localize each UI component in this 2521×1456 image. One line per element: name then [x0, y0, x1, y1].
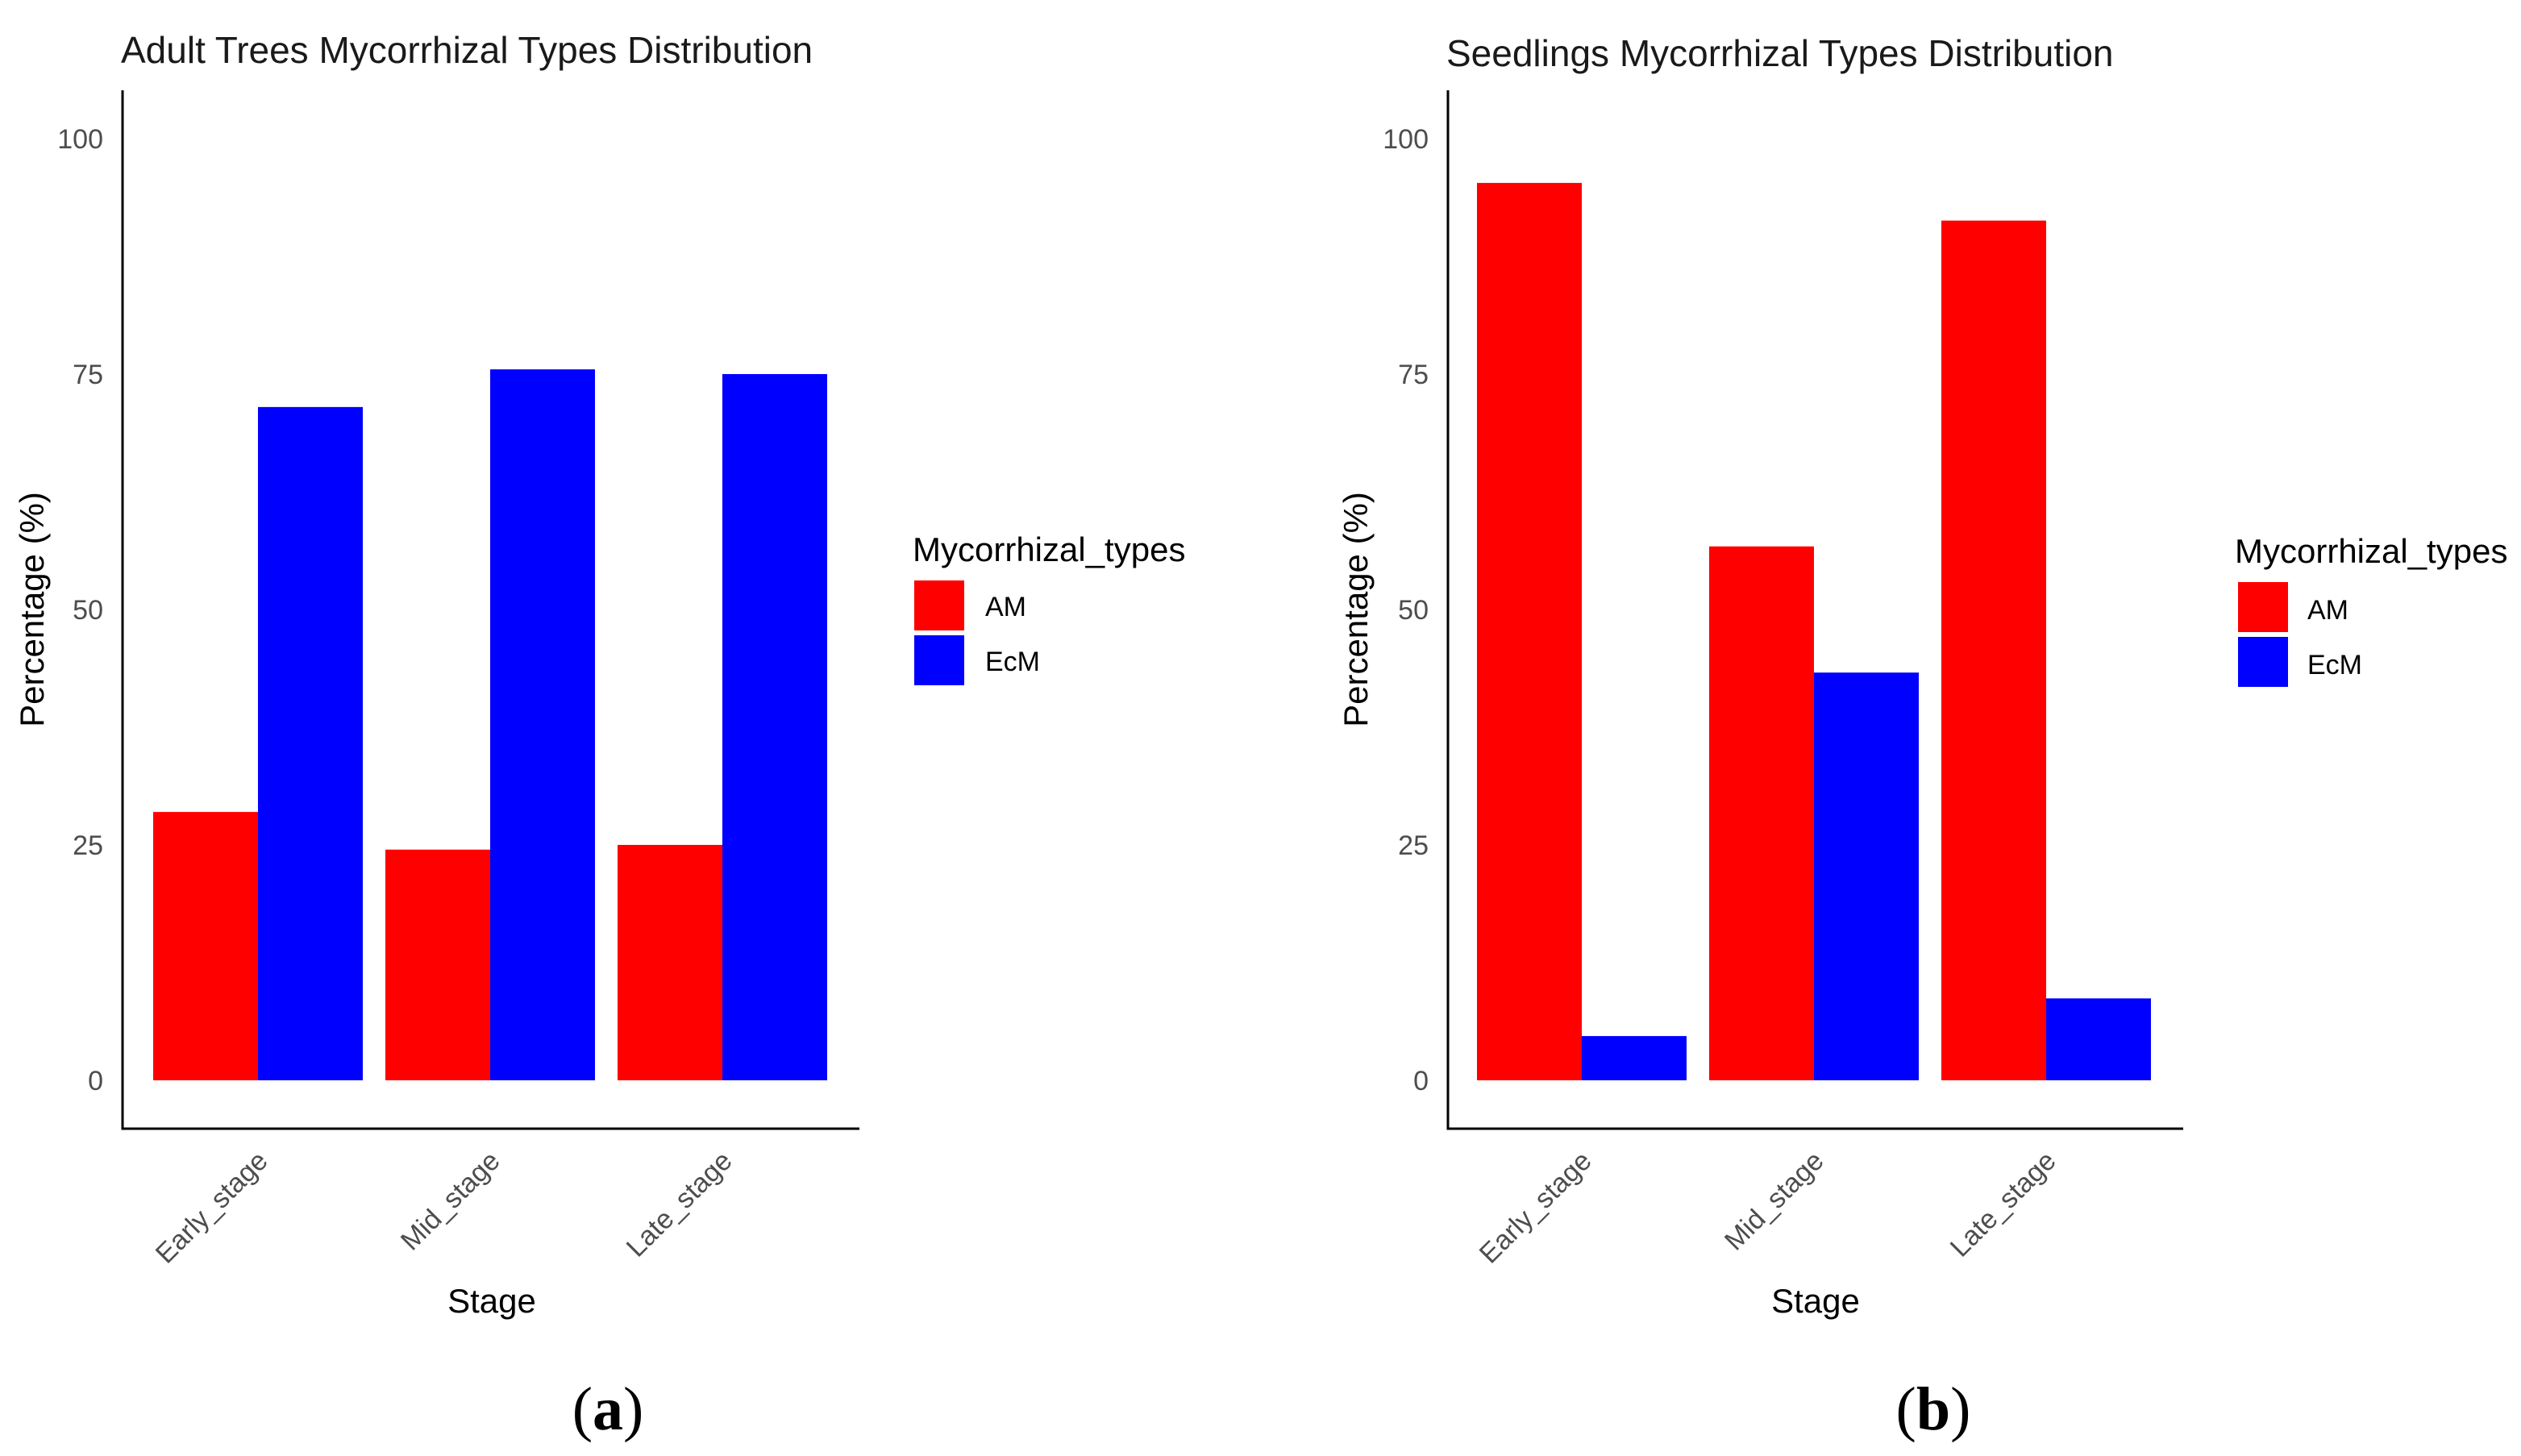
chart-seedlings: Seedlings Mycorrhizal Types Distribution…: [1337, 32, 2507, 1443]
x-axis-title: Stage: [1771, 1282, 1860, 1320]
x-tick-label: Early_stage: [1474, 1146, 1598, 1270]
y-tick-label: 100: [57, 124, 103, 155]
bar-am-mid-stage: [1709, 546, 1814, 1080]
panel-label-letter: b: [1916, 1375, 1950, 1443]
x-tick-labels: Early_stage Mid_stage Late_stage: [150, 1146, 738, 1270]
panel-label: (b): [1896, 1375, 1971, 1443]
legend-swatch-ecm: [914, 635, 964, 685]
bar-ecm-late-stage: [722, 374, 827, 1080]
y-axis-title: Percentage (%): [1337, 492, 1375, 727]
chart-title: Seedlings Mycorrhizal Types Distribution: [1446, 32, 2114, 74]
x-tick-labels: Early_stage Mid_stage Late_stage: [1474, 1146, 2062, 1270]
chart-adult-trees: Adult Trees Mycorrhizal Types Distributi…: [13, 29, 1185, 1443]
bar-am-late-stage: [1941, 220, 2046, 1081]
y-tick-label: 25: [73, 830, 103, 861]
x-tick-label: Early_stage: [150, 1146, 274, 1270]
y-tick-label: 75: [1398, 360, 1429, 390]
legend-label-ecm: EcM: [2307, 650, 2362, 680]
bar-ecm-early-stage: [258, 406, 363, 1080]
bar-group: [1477, 182, 2151, 1081]
legend-label-ecm: EcM: [985, 647, 1040, 677]
x-tick-label: Late_stage: [1945, 1146, 2062, 1263]
bar-am-late-stage: [618, 845, 722, 1080]
x-tick-label: Mid_stage: [395, 1146, 506, 1257]
bar-am-early-stage: [1477, 182, 1582, 1080]
legend: Mycorrhizal_types AM EcM: [913, 530, 1185, 685]
bar-am-early-stage: [153, 812, 258, 1080]
bar-ecm-mid-stage: [1814, 672, 1919, 1080]
y-tick-label: 50: [1398, 595, 1429, 626]
bar-ecm-mid-stage: [490, 369, 595, 1080]
x-tick-label: Late_stage: [621, 1146, 738, 1263]
legend-swatch-am: [2238, 582, 2288, 632]
panel-label: (a): [572, 1375, 644, 1443]
y-tick-label: 75: [73, 360, 103, 390]
legend: Mycorrhizal_types AM EcM: [2235, 532, 2507, 687]
legend-label-am: AM: [2307, 595, 2348, 626]
legend-label-am: AM: [985, 592, 1026, 622]
bar-group: [153, 369, 827, 1080]
y-tick-label: 0: [1413, 1066, 1429, 1096]
y-tick-label: 100: [1383, 124, 1429, 155]
y-tick-label: 25: [1398, 830, 1429, 861]
legend-title: Mycorrhizal_types: [913, 530, 1185, 568]
y-tick-labels: 0 25 50 75 100: [57, 124, 103, 1096]
legend-title: Mycorrhizal_types: [2235, 532, 2507, 570]
chart-title: Adult Trees Mycorrhizal Types Distributi…: [121, 29, 813, 71]
panel-label-letter: a: [593, 1375, 623, 1443]
legend-swatch-am: [914, 580, 964, 630]
y-tick-label: 50: [73, 595, 103, 626]
y-tick-labels: 0 25 50 75 100: [1383, 124, 1429, 1096]
y-tick-label: 0: [88, 1066, 103, 1096]
bar-ecm-late-stage: [2046, 998, 2151, 1080]
y-axis-title: Percentage (%): [13, 492, 51, 727]
bar-am-mid-stage: [385, 849, 490, 1080]
x-axis-title: Stage: [447, 1282, 536, 1320]
bar-ecm-early-stage: [1582, 1036, 1687, 1080]
legend-swatch-ecm: [2238, 637, 2288, 687]
x-tick-label: Mid_stage: [1719, 1146, 1830, 1257]
